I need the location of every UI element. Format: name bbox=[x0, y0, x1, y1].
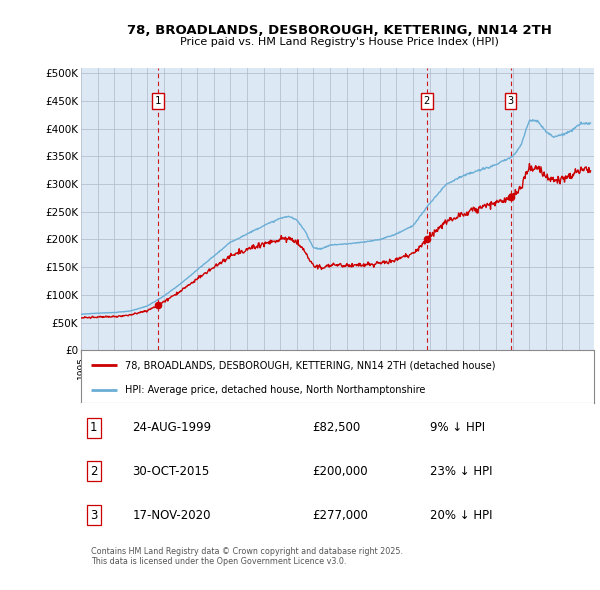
Text: 3: 3 bbox=[508, 96, 514, 106]
Text: 78, BROADLANDS, DESBOROUGH, KETTERING, NN14 2TH: 78, BROADLANDS, DESBOROUGH, KETTERING, N… bbox=[127, 24, 551, 37]
Text: 30-OCT-2015: 30-OCT-2015 bbox=[133, 465, 209, 478]
Text: Price paid vs. HM Land Registry's House Price Index (HPI): Price paid vs. HM Land Registry's House … bbox=[179, 37, 499, 47]
Text: £277,000: £277,000 bbox=[312, 509, 368, 522]
Text: 78, BROADLANDS, DESBOROUGH, KETTERING, NN14 2TH (detached house): 78, BROADLANDS, DESBOROUGH, KETTERING, N… bbox=[125, 360, 495, 370]
Text: 2: 2 bbox=[424, 96, 430, 106]
Text: £200,000: £200,000 bbox=[312, 465, 367, 478]
Text: 23% ↓ HPI: 23% ↓ HPI bbox=[430, 465, 493, 478]
Text: 24-AUG-1999: 24-AUG-1999 bbox=[133, 421, 211, 434]
Text: HPI: Average price, detached house, North Northamptonshire: HPI: Average price, detached house, Nort… bbox=[125, 385, 425, 395]
Text: 9% ↓ HPI: 9% ↓ HPI bbox=[430, 421, 485, 434]
Text: 2: 2 bbox=[90, 465, 98, 478]
Text: 17-NOV-2020: 17-NOV-2020 bbox=[133, 509, 211, 522]
Text: Contains HM Land Registry data © Crown copyright and database right 2025.
This d: Contains HM Land Registry data © Crown c… bbox=[91, 547, 403, 566]
Text: £82,500: £82,500 bbox=[312, 421, 360, 434]
Text: 1: 1 bbox=[155, 96, 161, 106]
Text: 20% ↓ HPI: 20% ↓ HPI bbox=[430, 509, 493, 522]
Text: 3: 3 bbox=[90, 509, 98, 522]
Text: 1: 1 bbox=[90, 421, 98, 434]
